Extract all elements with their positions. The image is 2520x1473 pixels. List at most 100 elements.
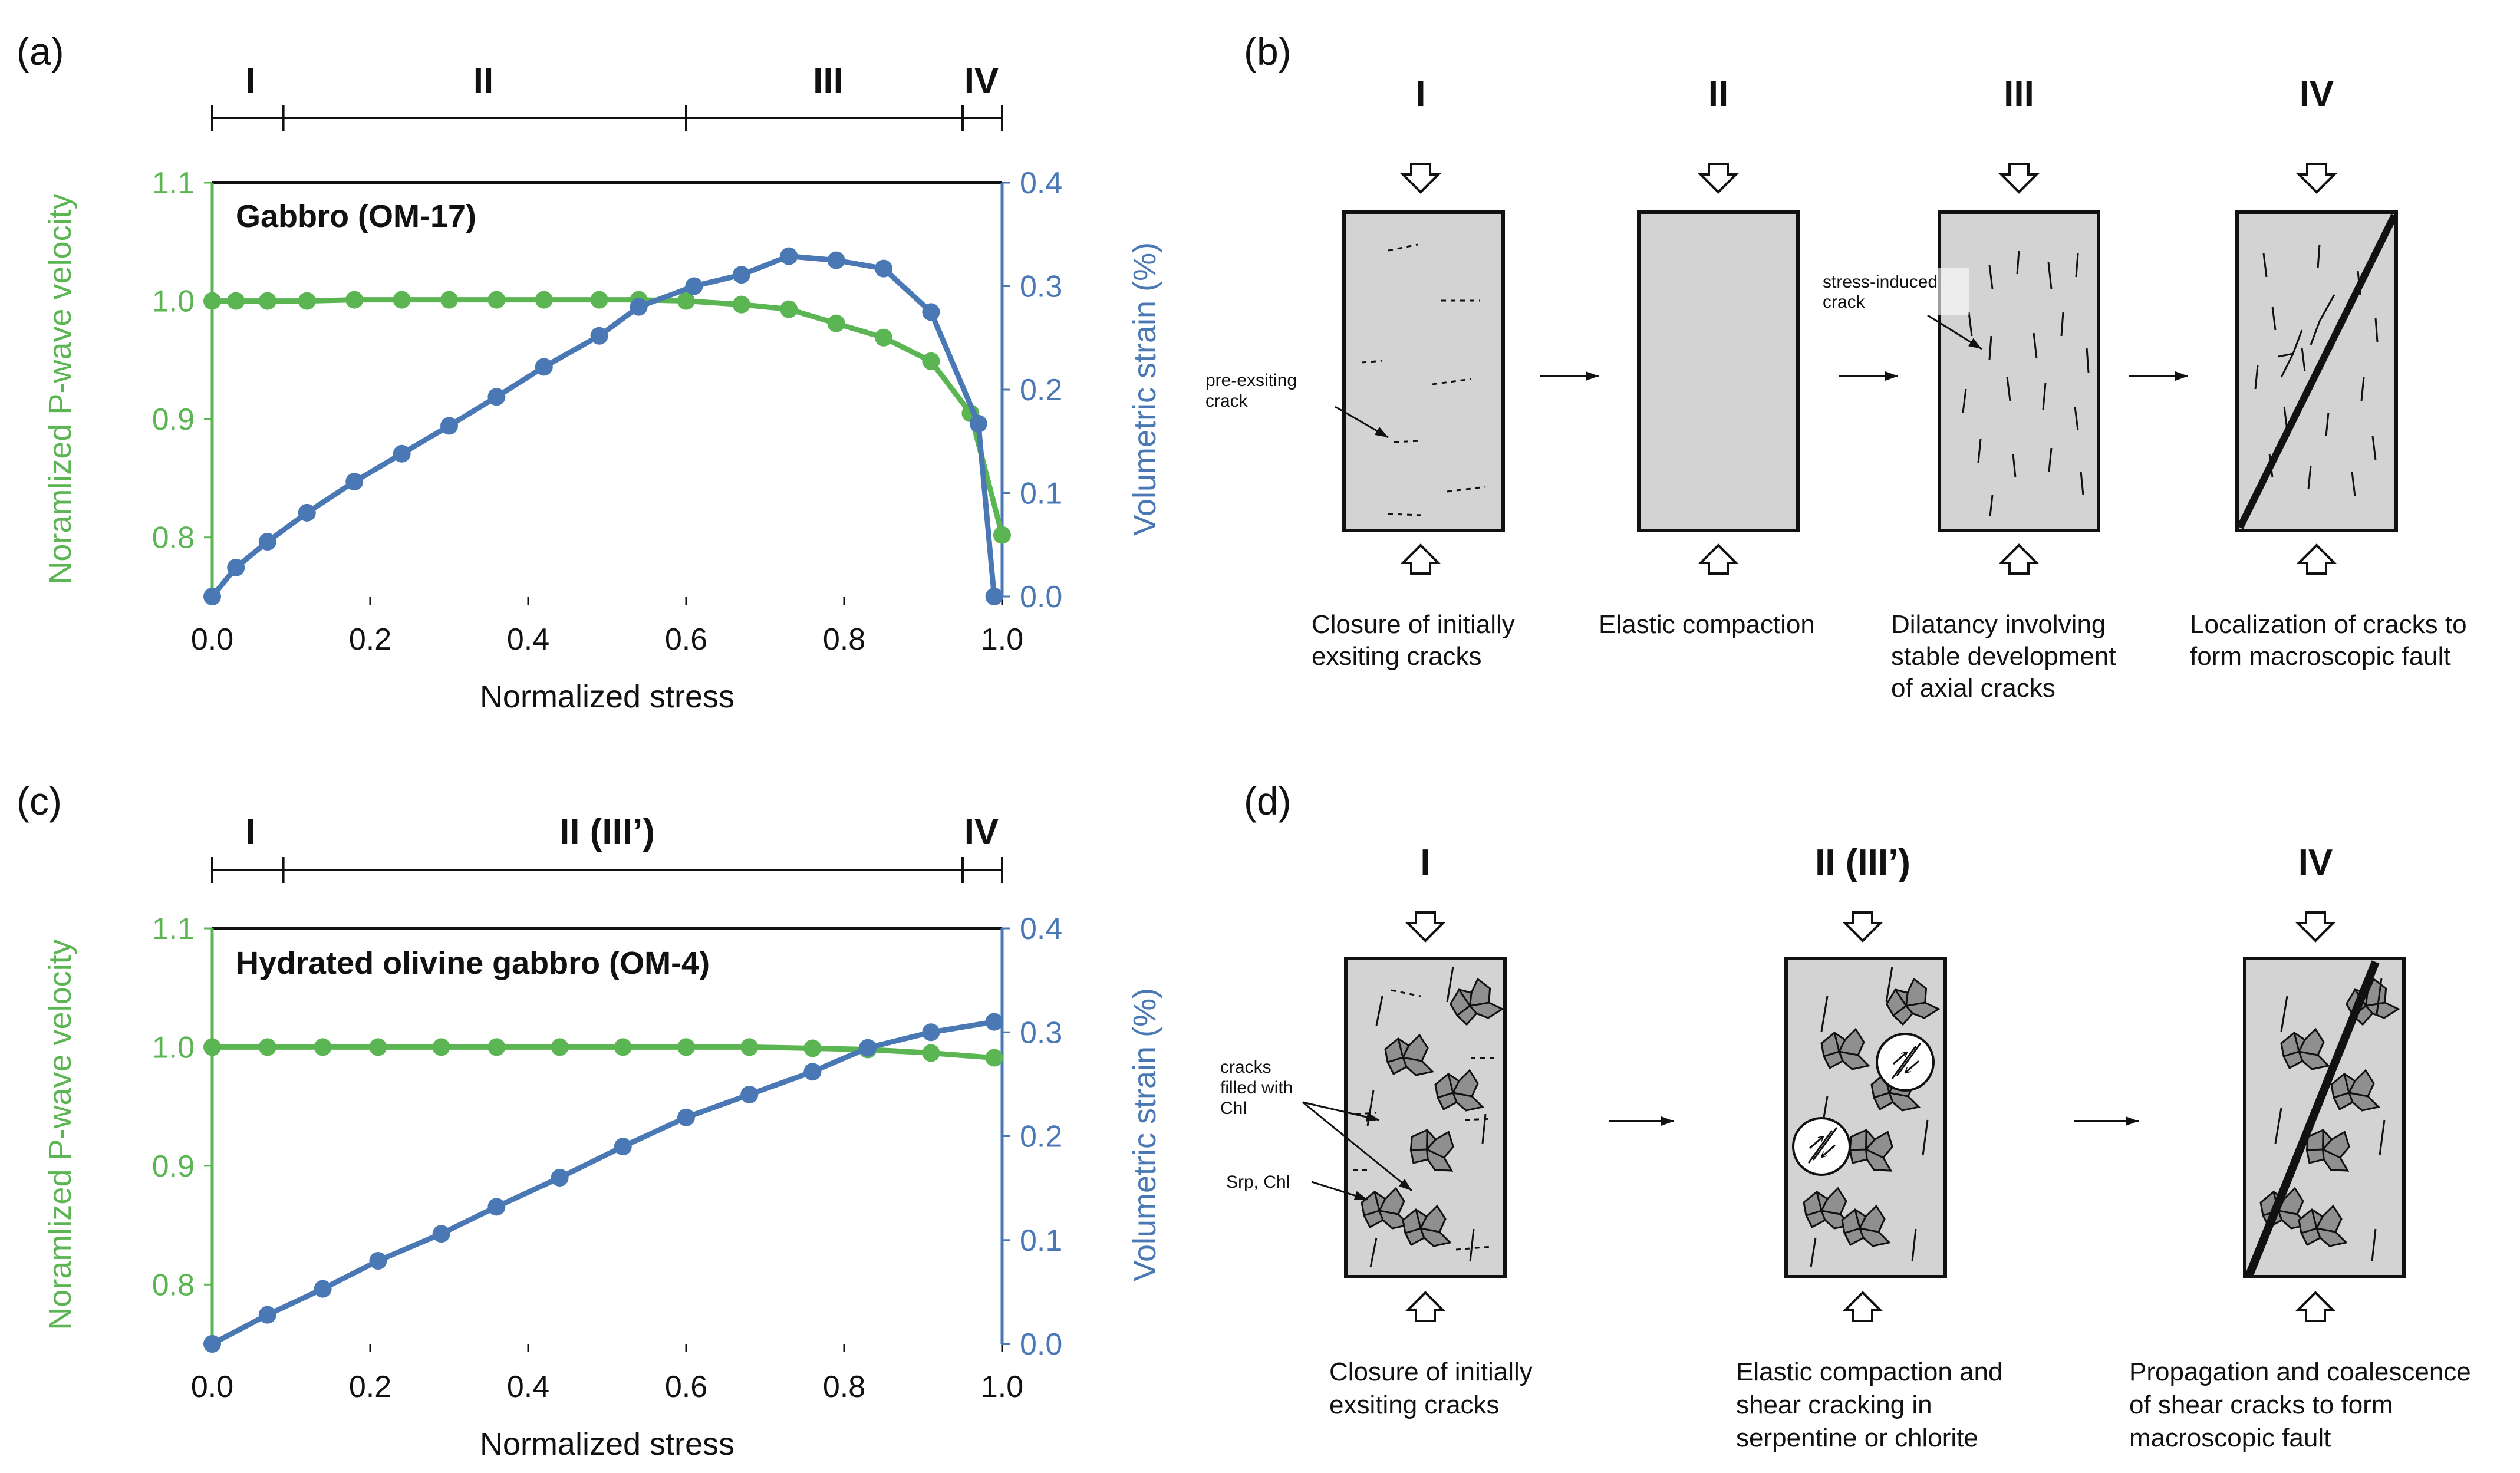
annotation-chl-1: cracks bbox=[1220, 1057, 1271, 1077]
stage-label-a-1: I bbox=[245, 61, 255, 101]
x-tick-label: 0.8 bbox=[823, 1370, 865, 1404]
load-arrow-bottom-d-1 bbox=[1406, 1291, 1444, 1322]
y-tick-label: 0.9 bbox=[152, 403, 195, 437]
x-tick-label: 0.4 bbox=[507, 1370, 549, 1404]
cracks-d-2 bbox=[1810, 966, 1929, 1268]
cracks-d-1 bbox=[1366, 966, 1487, 1268]
data-point-p-wave-velocity bbox=[227, 292, 245, 310]
stage-label-d-3: IV bbox=[2298, 842, 2333, 883]
annotation-arrow-chl-1 bbox=[1302, 1101, 1380, 1122]
load-arrow-top-d-3 bbox=[2297, 911, 2334, 942]
data-point-volumetric-strain bbox=[732, 266, 750, 284]
data-point-volumetric-strain bbox=[740, 1086, 759, 1103]
stage-label-c-1: I bbox=[245, 812, 255, 852]
data-point-p-wave-velocity bbox=[535, 291, 553, 309]
data-point-p-wave-velocity bbox=[393, 291, 411, 309]
load-arrow-bottom-d-3 bbox=[2297, 1291, 2334, 1322]
data-point-p-wave-velocity bbox=[369, 1038, 387, 1056]
specimen-box-b-2 bbox=[1637, 210, 1800, 532]
y-tick-label: 0.8 bbox=[152, 521, 195, 555]
x-tick-label: 0.0 bbox=[191, 1370, 233, 1404]
stage-label-d-2: II (III’) bbox=[1815, 842, 1910, 883]
data-point-volumetric-strain bbox=[440, 417, 458, 435]
load-arrow-top-d-1 bbox=[1406, 911, 1444, 942]
data-point-volumetric-strain bbox=[985, 1013, 1003, 1031]
caption-b-3-line-1: Dilatancy involving bbox=[1891, 610, 2106, 639]
data-point-volumetric-strain bbox=[535, 358, 553, 376]
y2-tick-label: 0.1 bbox=[1020, 1224, 1062, 1258]
load-arrow-top-b-1 bbox=[1402, 163, 1439, 193]
preexisting-cracks-d-1 bbox=[1353, 989, 1497, 1251]
series-line-volumetric-strain bbox=[210, 1019, 995, 1346]
annotation-stress-induced-2: crack bbox=[1823, 292, 1866, 312]
data-point-volumetric-strain bbox=[827, 251, 845, 269]
y2-tick-label: 0.4 bbox=[1020, 166, 1062, 200]
load-arrow-bottom-b-3 bbox=[2000, 544, 2038, 575]
annotation-preexisting-1: pre-exsiting bbox=[1205, 371, 1297, 390]
load-arrow-top-b-2 bbox=[1699, 163, 1737, 193]
macroscopic-fault-b-4 bbox=[2236, 213, 2398, 529]
data-point-volumetric-strain bbox=[393, 444, 411, 463]
panel-label-c: (c) bbox=[17, 779, 62, 823]
captions-b: Closure of initially exsiting cracks Ela… bbox=[1312, 610, 2467, 703]
data-point-p-wave-velocity bbox=[440, 291, 458, 309]
data-point-p-wave-velocity bbox=[780, 300, 798, 318]
specimen-box-b-1 bbox=[1342, 210, 1505, 532]
x-tick-label: 0.2 bbox=[349, 622, 391, 657]
stage-label-b-2: II bbox=[1708, 74, 1728, 114]
load-arrow-bottom-d-2 bbox=[1844, 1291, 1882, 1322]
stage-label-a-4: IV bbox=[964, 61, 999, 101]
caption-d-1-line-1: Closure of initially bbox=[1329, 1357, 1533, 1386]
specimen-b-1: I pre-exsiting crack bbox=[1205, 74, 1505, 575]
data-point-p-wave-velocity bbox=[740, 1038, 759, 1056]
specimen-d-2: II (III’) bbox=[1784, 842, 1947, 1322]
annotation-srp: Srp, Chl bbox=[1226, 1172, 1290, 1192]
y2-tick-label: 0.0 bbox=[1020, 1327, 1062, 1362]
x-tick-label: 0.8 bbox=[823, 622, 865, 657]
x-tick-label: 1.0 bbox=[981, 622, 1023, 657]
caption-d-3-line-2: of shear cracks to form bbox=[2129, 1390, 2393, 1419]
caption-d-3-line-1: Propagation and coalescence bbox=[2129, 1357, 2471, 1386]
data-point-volumetric-strain bbox=[432, 1225, 450, 1243]
data-point-p-wave-velocity bbox=[258, 1038, 276, 1056]
data-point-volumetric-strain bbox=[590, 327, 608, 345]
chart-a-gabbro: (a) I II III IV Gabbro (OM-17) 0.0 0.2 0.4… bbox=[17, 29, 1162, 714]
load-arrow-bottom-b-2 bbox=[1699, 544, 1737, 575]
load-arrow-top-b-3 bbox=[2000, 163, 2038, 193]
x-tick-label: 0.6 bbox=[665, 1370, 707, 1404]
data-point-p-wave-velocity bbox=[614, 1038, 632, 1056]
diagram-b: (b) I pre-exsiting crack II bbox=[1205, 29, 2467, 703]
y-tick-label: 1.0 bbox=[152, 1030, 195, 1065]
panel-label-b: (b) bbox=[1244, 29, 1292, 73]
annotation-arrow-preexisting bbox=[1335, 406, 1389, 439]
data-point-p-wave-velocity bbox=[432, 1038, 450, 1056]
x-tick-label: 0.2 bbox=[349, 1370, 391, 1404]
caption-d-2-line-2: shear cracking in bbox=[1736, 1390, 1932, 1419]
specimen-d-1: I cracks filled w bbox=[1220, 842, 1507, 1322]
caption-b-4-line-2: form macroscopic fault bbox=[2190, 642, 2451, 671]
stage-label-a-2: II bbox=[473, 61, 493, 101]
specimen-d-3: IV bbox=[2243, 842, 2406, 1322]
y-tick-label: 0.8 bbox=[152, 1268, 195, 1302]
preexisting-cracks-b-1 bbox=[1361, 243, 1486, 516]
data-point-p-wave-velocity bbox=[922, 352, 940, 370]
data-point-p-wave-velocity bbox=[203, 292, 221, 310]
y-tick-label: 1.1 bbox=[152, 166, 195, 200]
data-point-p-wave-velocity bbox=[677, 1038, 695, 1056]
data-point-p-wave-velocity bbox=[314, 1038, 332, 1056]
y-tick-label: 1.0 bbox=[152, 285, 195, 319]
annotation-arrow-stress bbox=[1927, 314, 1982, 350]
data-point-volumetric-strain bbox=[922, 303, 940, 321]
chart-title-a: Gabbro (OM-17) bbox=[236, 199, 476, 234]
data-point-volumetric-strain bbox=[369, 1252, 387, 1270]
data-point-volumetric-strain bbox=[258, 532, 276, 551]
data-point-volumetric-strain bbox=[345, 473, 364, 491]
caption-b-1-line-2: exsiting cracks bbox=[1312, 642, 1482, 671]
annotation-preexisting-2: crack bbox=[1205, 391, 1249, 411]
load-arrow-bottom-b-4 bbox=[2298, 544, 2335, 575]
specimen-b-3: III stress-induced crack bbox=[1819, 74, 2100, 575]
captions-d: Closure of initially exsiting cracks Ela… bbox=[1329, 1357, 2471, 1452]
y-axis-label-a: Noramlized P-wave velocity bbox=[42, 193, 78, 584]
data-point-volumetric-strain bbox=[803, 1063, 822, 1081]
